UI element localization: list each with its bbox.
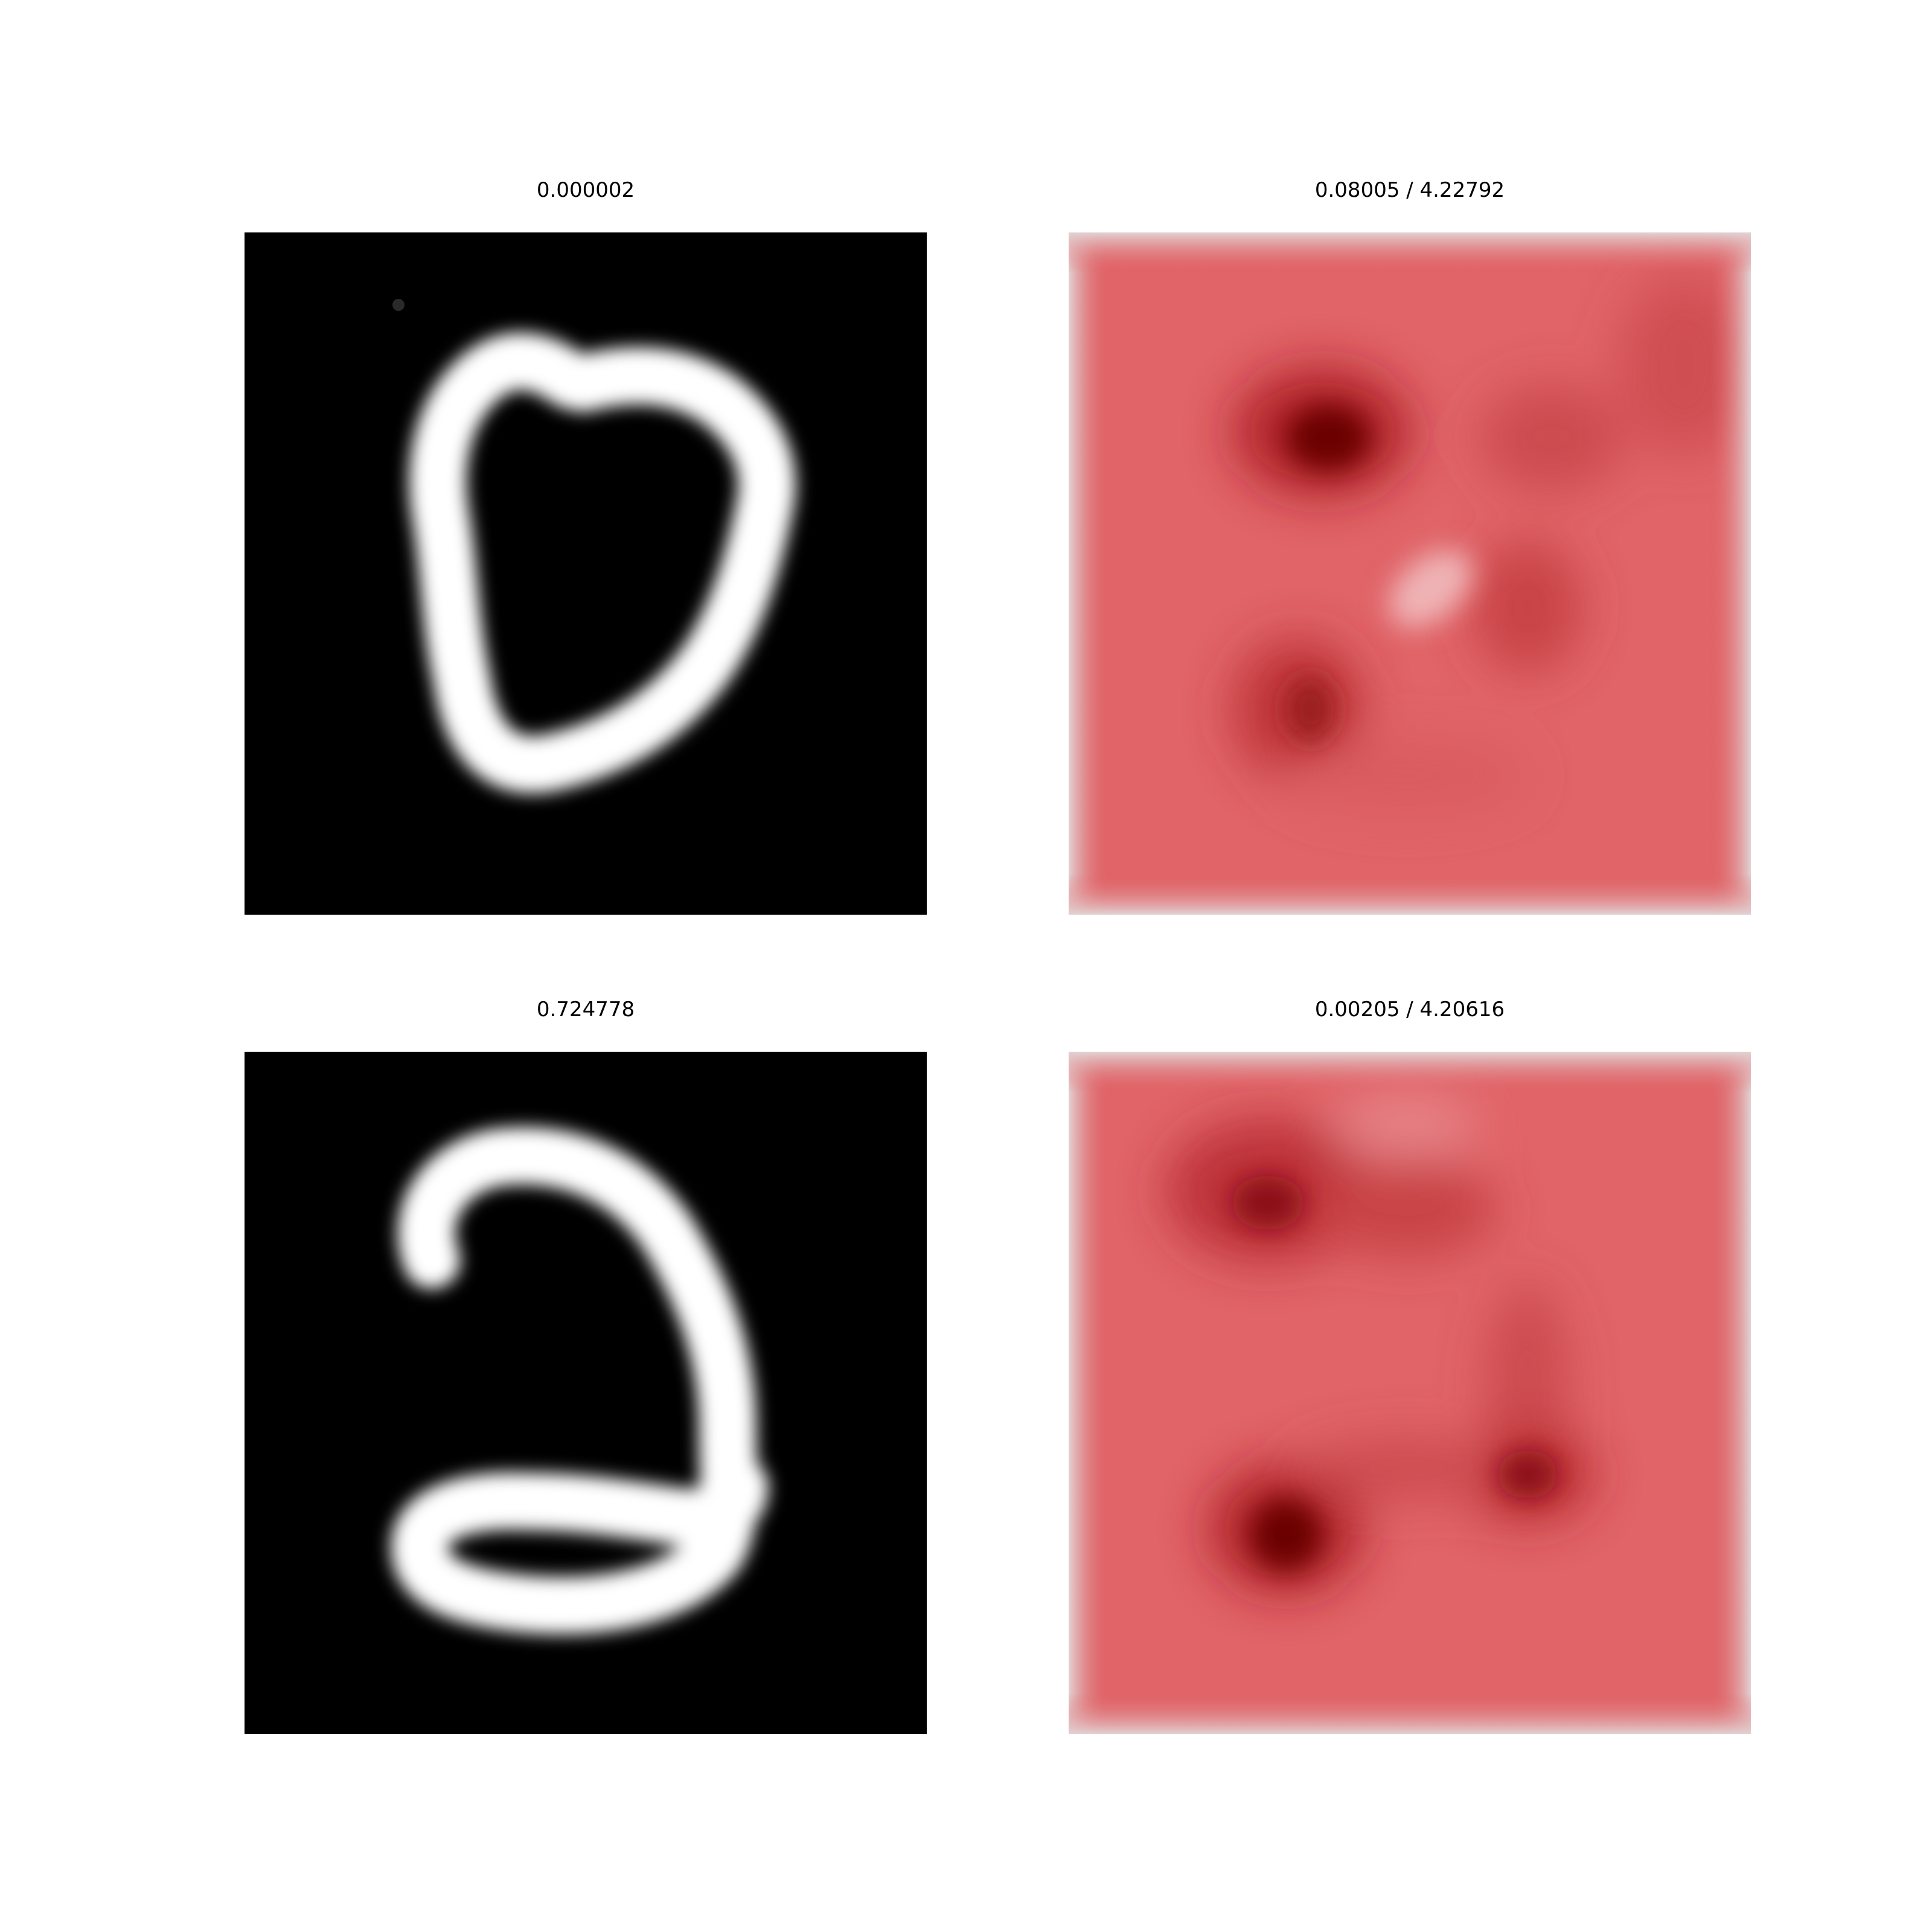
digit-image-bottom-left bbox=[245, 1052, 927, 1734]
digit-zero-stroke bbox=[409, 332, 796, 793]
digit-image-top-left bbox=[245, 232, 927, 915]
panel-title-bottom-left: 0.724778 bbox=[536, 997, 635, 1022]
digit-two-stroke bbox=[391, 1127, 769, 1634]
panel-title-top-right: 0.08005 / 4.22792 bbox=[1314, 178, 1505, 202]
panel-title-bottom-right: 0.00205 / 4.20616 bbox=[1314, 997, 1505, 1022]
heatmap-bottom-right bbox=[1069, 1052, 1751, 1734]
heatmap-top-right bbox=[1069, 232, 1751, 915]
panel-title-top-left: 0.000002 bbox=[536, 178, 635, 202]
